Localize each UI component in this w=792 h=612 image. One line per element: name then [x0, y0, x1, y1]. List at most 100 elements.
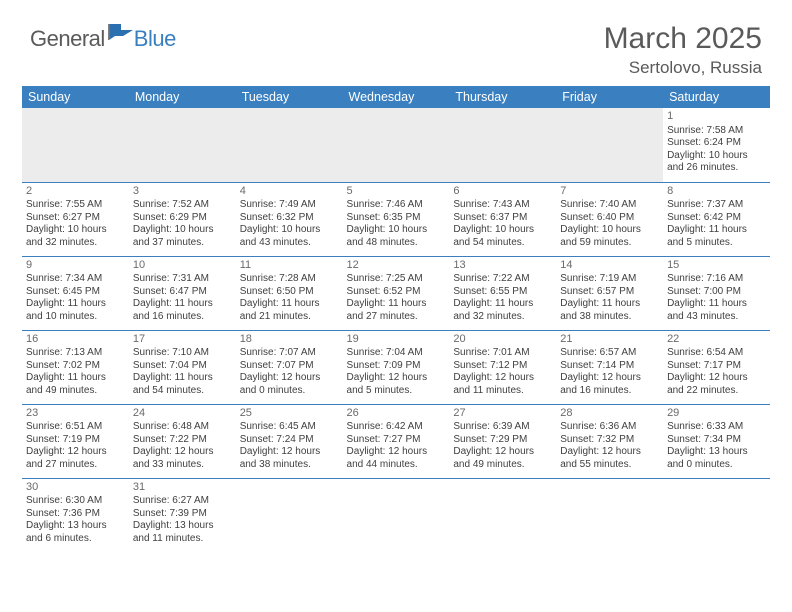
daylight-line: Daylight: 12 hours and 49 minutes.	[453, 446, 552, 471]
daylight-line: Daylight: 12 hours and 16 minutes.	[560, 372, 659, 397]
weekday-header: Wednesday	[343, 86, 450, 108]
calendar-cell: 8Sunrise: 7:37 AMSunset: 6:42 PMDaylight…	[663, 182, 770, 256]
sunrise-line: Sunrise: 7:07 AM	[240, 347, 339, 360]
daylight-line: Daylight: 11 hours and 21 minutes.	[240, 298, 339, 323]
calendar-cell	[343, 108, 450, 182]
weekday-header-row: Sunday Monday Tuesday Wednesday Thursday…	[22, 86, 770, 108]
header: General Blue March 2025 Sertolovo, Russi…	[0, 0, 792, 86]
day-number: 20	[453, 333, 552, 347]
calendar-cell	[556, 478, 663, 552]
sunset-line: Sunset: 6:50 PM	[240, 286, 339, 299]
sunset-line: Sunset: 7:39 PM	[133, 508, 232, 521]
calendar-body: 1Sunrise: 7:58 AMSunset: 6:24 PMDaylight…	[22, 108, 770, 552]
daylight-line: Daylight: 11 hours and 27 minutes.	[347, 298, 446, 323]
sunrise-line: Sunrise: 6:51 AM	[26, 421, 125, 434]
daylight-line: Daylight: 11 hours and 43 minutes.	[667, 298, 766, 323]
sunset-line: Sunset: 6:24 PM	[667, 137, 766, 150]
sunset-line: Sunset: 6:32 PM	[240, 212, 339, 225]
sunrise-line: Sunrise: 7:19 AM	[560, 273, 659, 286]
calendar-cell: 16Sunrise: 7:13 AMSunset: 7:02 PMDayligh…	[22, 330, 129, 404]
location-label: Sertolovo, Russia	[604, 58, 762, 78]
logo: General Blue	[30, 26, 176, 52]
daylight-line: Daylight: 10 hours and 43 minutes.	[240, 224, 339, 249]
calendar-row: 23Sunrise: 6:51 AMSunset: 7:19 PMDayligh…	[22, 404, 770, 478]
calendar-cell	[663, 478, 770, 552]
day-number: 27	[453, 407, 552, 421]
sunset-line: Sunset: 7:24 PM	[240, 434, 339, 447]
day-number: 4	[240, 185, 339, 199]
sunrise-line: Sunrise: 7:31 AM	[133, 273, 232, 286]
day-number: 17	[133, 333, 232, 347]
day-number: 7	[560, 185, 659, 199]
day-number: 14	[560, 259, 659, 273]
daylight-line: Daylight: 11 hours and 54 minutes.	[133, 372, 232, 397]
calendar-cell: 24Sunrise: 6:48 AMSunset: 7:22 PMDayligh…	[129, 404, 236, 478]
day-number: 13	[453, 259, 552, 273]
daylight-line: Daylight: 12 hours and 38 minutes.	[240, 446, 339, 471]
sunrise-line: Sunrise: 7:52 AM	[133, 199, 232, 212]
calendar-cell: 7Sunrise: 7:40 AMSunset: 6:40 PMDaylight…	[556, 182, 663, 256]
logo-text-blue: Blue	[134, 26, 176, 52]
daylight-line: Daylight: 10 hours and 32 minutes.	[26, 224, 125, 249]
daylight-line: Daylight: 11 hours and 38 minutes.	[560, 298, 659, 323]
daylight-line: Daylight: 13 hours and 0 minutes.	[667, 446, 766, 471]
sunset-line: Sunset: 7:36 PM	[26, 508, 125, 521]
calendar-cell: 11Sunrise: 7:28 AMSunset: 6:50 PMDayligh…	[236, 256, 343, 330]
weekday-header: Monday	[129, 86, 236, 108]
sunrise-line: Sunrise: 6:30 AM	[26, 495, 125, 508]
calendar-cell: 18Sunrise: 7:07 AMSunset: 7:07 PMDayligh…	[236, 330, 343, 404]
sunrise-line: Sunrise: 7:01 AM	[453, 347, 552, 360]
sunset-line: Sunset: 7:14 PM	[560, 360, 659, 373]
calendar-cell: 3Sunrise: 7:52 AMSunset: 6:29 PMDaylight…	[129, 182, 236, 256]
sunrise-line: Sunrise: 7:37 AM	[667, 199, 766, 212]
day-number: 11	[240, 259, 339, 273]
day-number: 18	[240, 333, 339, 347]
day-number: 19	[347, 333, 446, 347]
sunset-line: Sunset: 6:47 PM	[133, 286, 232, 299]
daylight-line: Daylight: 12 hours and 33 minutes.	[133, 446, 232, 471]
daylight-line: Daylight: 10 hours and 48 minutes.	[347, 224, 446, 249]
sunset-line: Sunset: 7:34 PM	[667, 434, 766, 447]
day-number: 29	[667, 407, 766, 421]
sunrise-line: Sunrise: 6:48 AM	[133, 421, 232, 434]
daylight-line: Daylight: 12 hours and 0 minutes.	[240, 372, 339, 397]
logo-text-general: General	[30, 26, 105, 52]
sunset-line: Sunset: 7:29 PM	[453, 434, 552, 447]
calendar-cell: 21Sunrise: 6:57 AMSunset: 7:14 PMDayligh…	[556, 330, 663, 404]
sunrise-line: Sunrise: 6:27 AM	[133, 495, 232, 508]
calendar-cell: 6Sunrise: 7:43 AMSunset: 6:37 PMDaylight…	[449, 182, 556, 256]
daylight-line: Daylight: 10 hours and 26 minutes.	[667, 150, 766, 175]
title-block: March 2025 Sertolovo, Russia	[604, 22, 762, 78]
daylight-line: Daylight: 12 hours and 22 minutes.	[667, 372, 766, 397]
sunrise-line: Sunrise: 7:40 AM	[560, 199, 659, 212]
sunrise-line: Sunrise: 7:25 AM	[347, 273, 446, 286]
calendar-row: 30Sunrise: 6:30 AMSunset: 7:36 PMDayligh…	[22, 478, 770, 552]
daylight-line: Daylight: 10 hours and 59 minutes.	[560, 224, 659, 249]
sunrise-line: Sunrise: 6:33 AM	[667, 421, 766, 434]
day-number: 23	[26, 407, 125, 421]
sunrise-line: Sunrise: 7:34 AM	[26, 273, 125, 286]
daylight-line: Daylight: 11 hours and 32 minutes.	[453, 298, 552, 323]
calendar-cell: 1Sunrise: 7:58 AMSunset: 6:24 PMDaylight…	[663, 108, 770, 182]
day-number: 28	[560, 407, 659, 421]
sunset-line: Sunset: 7:19 PM	[26, 434, 125, 447]
calendar-cell	[449, 478, 556, 552]
daylight-line: Daylight: 12 hours and 27 minutes.	[26, 446, 125, 471]
sunset-line: Sunset: 6:27 PM	[26, 212, 125, 225]
day-number: 9	[26, 259, 125, 273]
daylight-line: Daylight: 12 hours and 44 minutes.	[347, 446, 446, 471]
sunrise-line: Sunrise: 6:54 AM	[667, 347, 766, 360]
calendar-cell	[129, 108, 236, 182]
day-number: 2	[26, 185, 125, 199]
day-number: 6	[453, 185, 552, 199]
sunset-line: Sunset: 7:00 PM	[667, 286, 766, 299]
calendar-row: 16Sunrise: 7:13 AMSunset: 7:02 PMDayligh…	[22, 330, 770, 404]
sunrise-line: Sunrise: 7:28 AM	[240, 273, 339, 286]
calendar-cell: 15Sunrise: 7:16 AMSunset: 7:00 PMDayligh…	[663, 256, 770, 330]
day-number: 3	[133, 185, 232, 199]
day-number: 5	[347, 185, 446, 199]
calendar-cell	[22, 108, 129, 182]
calendar-row: 1Sunrise: 7:58 AMSunset: 6:24 PMDaylight…	[22, 108, 770, 182]
calendar-cell: 14Sunrise: 7:19 AMSunset: 6:57 PMDayligh…	[556, 256, 663, 330]
calendar-cell: 25Sunrise: 6:45 AMSunset: 7:24 PMDayligh…	[236, 404, 343, 478]
